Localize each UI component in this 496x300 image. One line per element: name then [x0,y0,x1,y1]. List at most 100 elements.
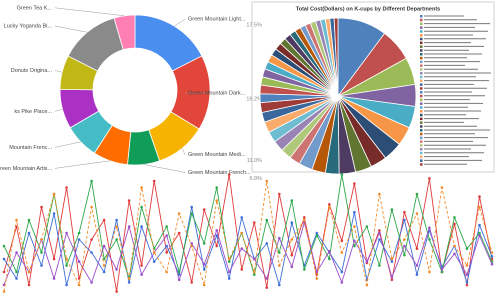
point [127,277,131,280]
legend-swatch [420,79,423,83]
point [215,186,219,189]
point [277,283,281,287]
point [403,253,406,257]
point [390,257,394,261]
point [190,244,193,248]
leader-line [181,148,186,155]
point [453,222,456,226]
point [102,244,106,248]
point [127,225,131,228]
point [478,234,481,237]
point [440,268,444,271]
point [115,218,118,222]
legend-swatch [420,87,423,90]
point [315,234,319,237]
point [277,264,281,267]
legend-swatch [420,34,423,37]
point [65,283,68,287]
point [27,270,31,274]
point [340,239,344,243]
point [227,257,231,261]
point [202,208,206,211]
point [90,205,93,209]
legend-swatch [420,121,423,124]
point [190,212,193,215]
leader-line [174,19,186,27]
point [52,257,56,261]
point [415,212,419,215]
point [453,216,456,219]
slice-label: Green Mountain Medi... [188,152,246,158]
point [140,205,143,209]
point [77,238,81,241]
legend-swatch [420,91,423,94]
point [415,273,419,276]
point [152,179,156,183]
point [140,186,143,189]
point [328,203,331,206]
point [277,251,281,254]
point [328,257,331,261]
point [465,283,469,287]
legend-swatch [420,98,423,102]
series-line [3,180,493,292]
point [227,173,231,176]
legend-swatch [420,113,423,117]
point [27,283,31,287]
point [165,244,168,248]
point [252,270,256,274]
point [227,260,231,263]
legend-swatch [420,110,423,113]
point [265,242,269,245]
point [65,231,68,235]
point [265,218,269,222]
point [102,218,106,222]
point [290,253,294,257]
point [390,208,394,211]
point [303,218,306,222]
point [277,236,281,240]
point [215,244,219,248]
point [27,231,31,235]
point [303,216,306,219]
point [15,251,18,254]
leader-line [54,70,63,73]
point [378,238,381,241]
point [265,286,269,289]
point [440,186,444,189]
point [465,281,469,284]
legend-swatch [420,53,423,56]
point [453,252,456,256]
point [353,225,356,228]
point [102,257,106,261]
point [403,244,406,248]
point [378,229,381,232]
legend-swatch [420,75,423,79]
point [202,262,206,266]
point [202,242,206,245]
point [328,205,331,209]
point [177,231,181,235]
chart-title: Total Cost(Dollars) on K-cups by Differe… [296,6,440,12]
slice-value-label: 17.5% [246,23,262,29]
point [40,238,43,241]
point [77,260,81,263]
point [240,231,244,235]
slice-label: Green Mountain French... [188,170,251,176]
legend-swatch [420,159,423,162]
legend-swatch [420,83,423,86]
point [90,238,93,241]
point [365,283,369,287]
point [115,290,118,293]
legend-swatch [420,151,423,155]
point [77,231,81,235]
slice [333,17,339,97]
slice-label: Green Mountain Artis... [0,166,52,172]
legend-swatch [420,64,423,67]
legend-swatch [420,18,423,22]
point [115,268,118,271]
point [202,283,206,287]
legend-swatch [420,148,423,151]
point [127,199,131,202]
